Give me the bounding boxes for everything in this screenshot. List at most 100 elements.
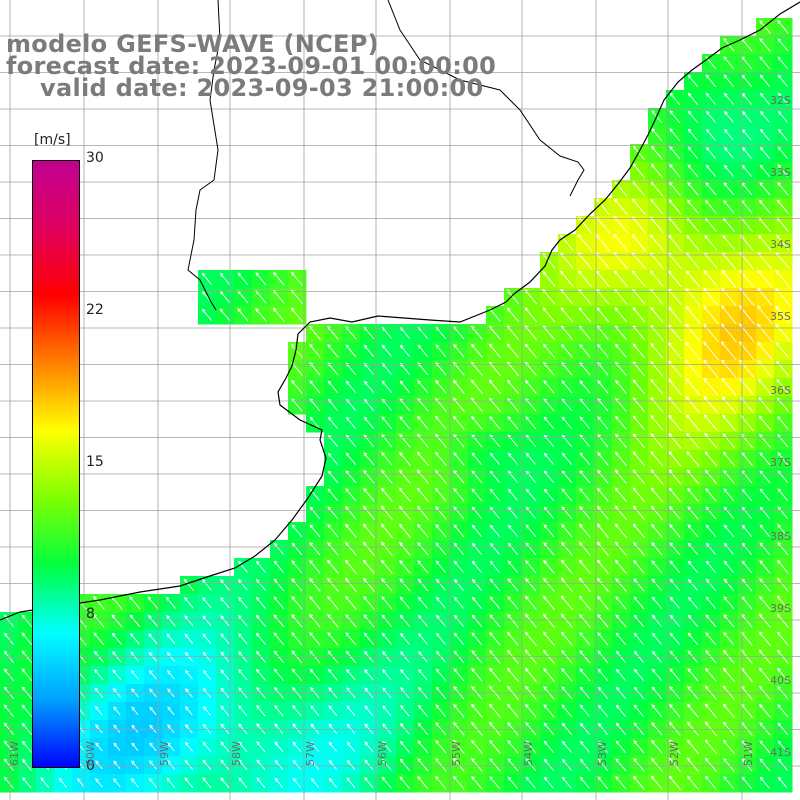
wind-arrow: [345, 362, 357, 376]
wind-arrow: [238, 741, 248, 753]
wind-arrow: [650, 145, 663, 160]
wind-arrow: [399, 362, 411, 375]
colorbar-step: [33, 583, 79, 585]
wind-arrow: [417, 344, 429, 358]
wind-arrow: [166, 615, 176, 627]
wind-arrow: [399, 776, 411, 790]
wind-arrow: [148, 760, 157, 770]
colorbar-step: [33, 469, 79, 471]
colorbar-step: [33, 616, 79, 618]
wind-arrow: [434, 451, 447, 466]
colorbar-step: [33, 197, 79, 199]
colorbar-step: [33, 347, 79, 349]
wind-arrow: [506, 703, 519, 718]
wind-arrow: [471, 470, 483, 484]
wind-arrow: [131, 706, 139, 716]
wind-arrow: [650, 775, 663, 791]
wind-arrow: [453, 343, 465, 358]
wind-arrow: [507, 596, 519, 610]
wind-arrow: [632, 505, 645, 521]
wind-arrow: [507, 613, 519, 628]
colorbar-step: [33, 636, 79, 638]
colorbar-step: [33, 394, 79, 396]
wind-arrow: [291, 542, 303, 556]
wind-arrow: [578, 577, 591, 593]
colorbar-step: [33, 262, 79, 264]
wind-arrow: [561, 380, 573, 394]
wind-arrow: [381, 596, 393, 610]
colorbar-step: [33, 238, 79, 240]
colorbar-step: [33, 483, 79, 485]
colorbar-step: [33, 285, 79, 287]
wind-arrow: [273, 542, 284, 555]
wind-arrow: [651, 704, 663, 718]
wind-arrow: [614, 541, 627, 557]
wind-arrow: [453, 775, 465, 790]
colorbar-step: [33, 613, 79, 615]
wind-arrow: [166, 651, 175, 662]
colorbar-step: [33, 175, 79, 177]
wind-arrow: [542, 595, 555, 611]
wind-arrow: [274, 705, 284, 717]
wind-arrow: [417, 650, 428, 663]
wind-arrow: [381, 362, 392, 375]
wind-arrow: [686, 721, 699, 737]
wind-arrow: [524, 289, 538, 305]
colorbar-step: [33, 324, 79, 326]
colorbar-tick-0: 0: [86, 758, 95, 774]
wind-arrow: [561, 776, 572, 789]
wind-arrow: [669, 163, 681, 178]
colorbar-step: [33, 239, 79, 241]
wind-arrow: [506, 289, 519, 305]
colorbar-step: [33, 545, 79, 547]
colorbar-step: [33, 567, 79, 569]
wind-arrow: [759, 92, 770, 105]
colorbar-step: [33, 484, 79, 486]
wind-arrow: [632, 487, 646, 503]
wind-arrow: [238, 651, 248, 663]
wind-arrow: [416, 433, 429, 448]
wind-arrow: [112, 669, 122, 681]
colorbar-step: [33, 541, 79, 543]
lon-label: 55W: [450, 741, 463, 766]
colorbar-step: [33, 579, 79, 581]
wind-arrow: [525, 758, 537, 772]
colorbar-step: [33, 474, 79, 476]
wind-arrow: [453, 614, 464, 627]
wind-arrow: [721, 269, 737, 288]
wind-arrow: [202, 651, 212, 662]
colorbar-step: [33, 208, 79, 210]
colorbar-step: [33, 685, 79, 687]
wind-arrow: [489, 524, 500, 537]
wind-arrow: [668, 469, 682, 485]
colorbar-step: [33, 600, 79, 602]
colorbar-step: [33, 288, 79, 290]
colorbar-step: [33, 349, 79, 351]
wind-arrow: [112, 778, 121, 788]
colorbar-step: [33, 737, 79, 739]
wind-arrow: [686, 234, 700, 251]
colorbar-step: [33, 601, 79, 603]
wind-arrow: [759, 74, 771, 88]
wind-arrow: [309, 380, 321, 394]
wind-arrow: [148, 651, 158, 662]
colorbar-step: [33, 200, 79, 202]
wind-arrow: [237, 272, 249, 286]
wind-arrow: [470, 721, 483, 736]
wind-arrow: [21, 722, 32, 735]
wind-arrow: [434, 433, 447, 448]
wind-arrow: [775, 269, 791, 288]
wind-arrow: [543, 758, 554, 771]
wind-arrow: [488, 703, 501, 718]
colorbar-step: [33, 650, 79, 652]
colorbar-step: [33, 259, 79, 261]
wind-arrow: [669, 596, 680, 609]
colorbar-step: [33, 319, 79, 321]
colorbar-step: [33, 328, 79, 330]
colorbar-step: [33, 237, 79, 239]
colorbar-step: [33, 243, 79, 245]
colorbar-step: [33, 500, 79, 502]
wind-arrow: [776, 577, 789, 592]
wind-arrow: [292, 777, 302, 788]
wind-arrow: [238, 633, 248, 645]
